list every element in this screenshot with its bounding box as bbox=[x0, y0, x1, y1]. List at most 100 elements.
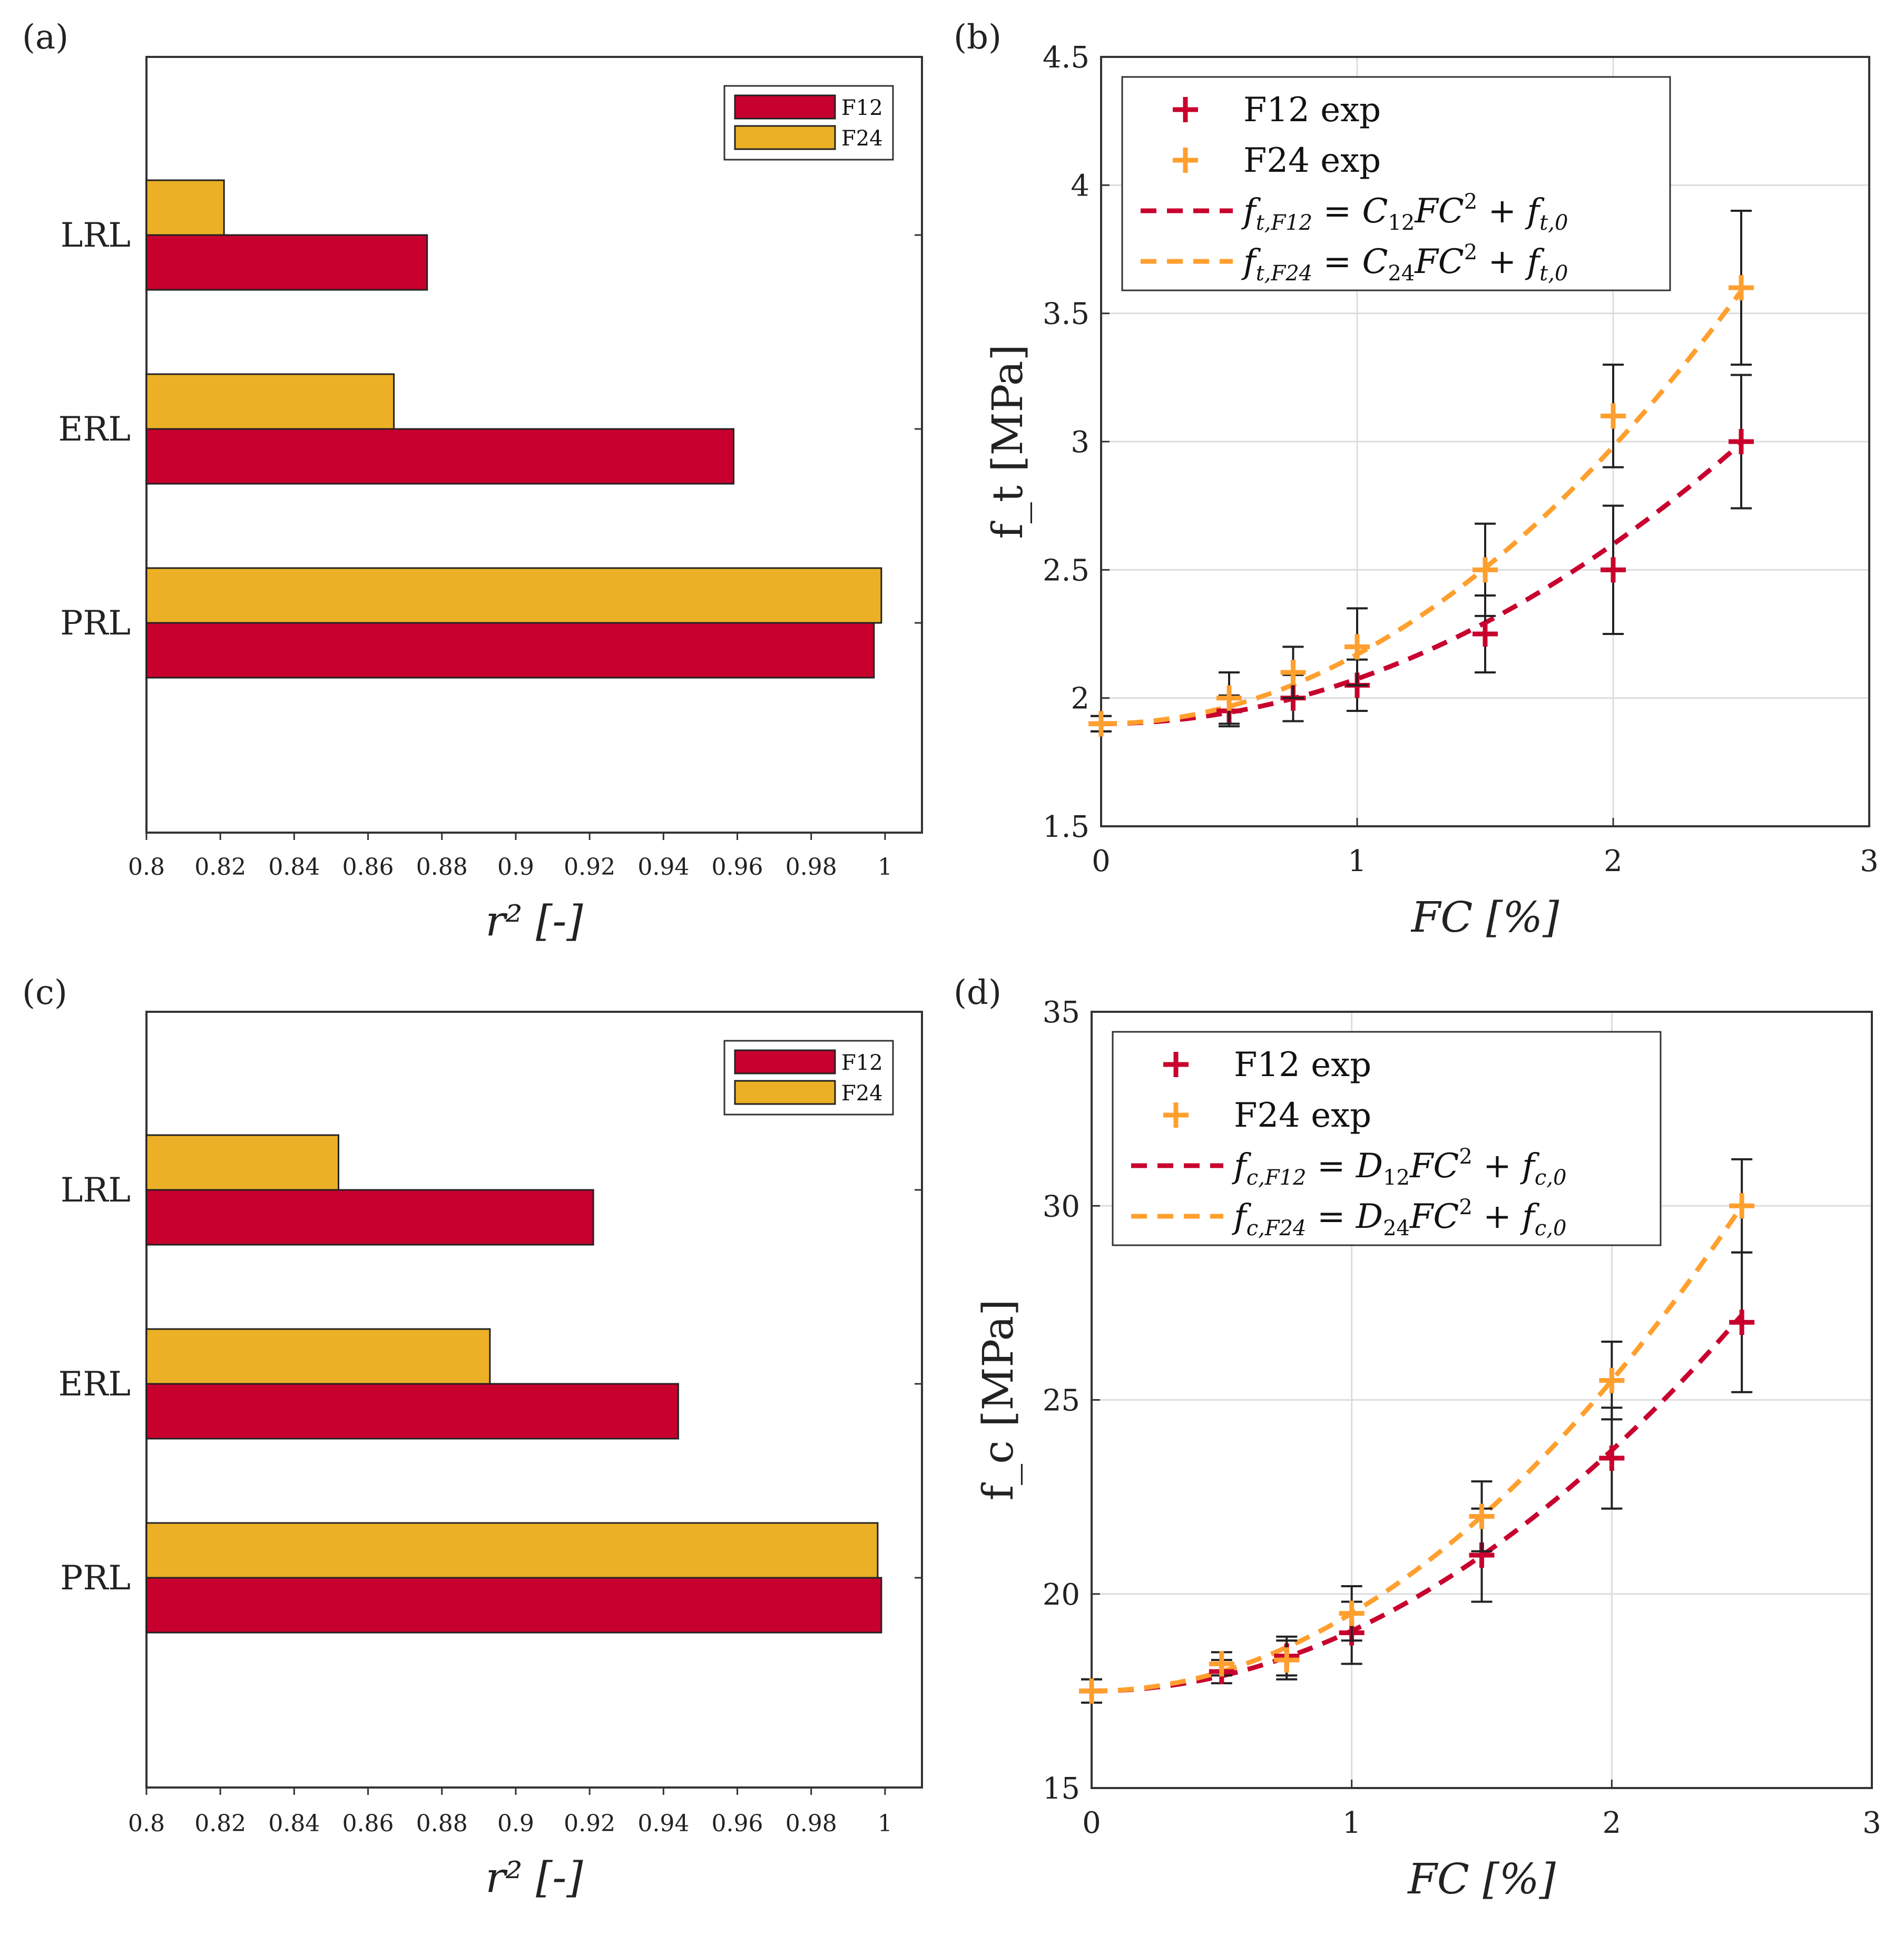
x-tick-label: 0.8 bbox=[128, 854, 165, 881]
legend-label: F24 exp bbox=[1234, 1096, 1371, 1135]
legend-box bbox=[1121, 76, 1671, 291]
formula-part: + f bbox=[1477, 242, 1545, 281]
category-label: LRL bbox=[61, 1171, 131, 1210]
y-tick-label: 3.5 bbox=[1043, 297, 1090, 331]
x-tick-label: 3 bbox=[1860, 844, 1879, 878]
x-tick-label: 0 bbox=[1092, 844, 1111, 878]
category-label: ERL bbox=[58, 1365, 131, 1404]
data-point-f24 bbox=[1469, 1503, 1495, 1529]
formula-part: + f bbox=[1473, 1147, 1540, 1186]
bar-f12-lrl bbox=[145, 234, 428, 291]
data-point-f24 bbox=[1079, 1678, 1104, 1704]
bar-f12-erl bbox=[145, 1383, 679, 1440]
data-point-f24 bbox=[1274, 1647, 1300, 1673]
x-tick-label: 0.88 bbox=[416, 1810, 468, 1837]
x-tick-label: 2 bbox=[1604, 844, 1623, 878]
y-tick-label: 2 bbox=[1071, 682, 1090, 716]
x-axis-title: r² [-] bbox=[485, 896, 583, 945]
bar-f12-prl bbox=[145, 1577, 882, 1634]
category-label: PRL bbox=[60, 604, 131, 643]
data-point-f12 bbox=[1729, 429, 1754, 454]
data-point-f24 bbox=[1344, 634, 1370, 660]
y-tick-label: 20 bbox=[1043, 1578, 1080, 1612]
y-tick-label: 1.5 bbox=[1043, 810, 1090, 844]
data-point-f24 bbox=[1601, 403, 1626, 429]
formula-sub: 24 bbox=[1388, 261, 1415, 286]
x-tick-label: 0.86 bbox=[342, 1810, 394, 1837]
x-tick-label: 2 bbox=[1603, 1806, 1622, 1840]
x-tick-label: 0.84 bbox=[268, 1810, 320, 1837]
category-label: ERL bbox=[58, 410, 131, 449]
y-tick-label: 15 bbox=[1043, 1772, 1080, 1806]
legend-swatch-f12 bbox=[734, 1049, 836, 1075]
fit-curve-f12 bbox=[1101, 441, 1743, 726]
data-point-f12 bbox=[1473, 621, 1498, 647]
x-tick-label: 0.8 bbox=[128, 1810, 165, 1837]
panel-b: (b)0 1 2 31.522.533.544.5FC [%]f_t [MPa]F12… bbox=[954, 18, 1879, 942]
data-point-f24 bbox=[1729, 275, 1754, 300]
bar-f12-lrl bbox=[145, 1189, 594, 1246]
x-tick-label: 0.84 bbox=[268, 854, 320, 881]
x-tick-label: 0.82 bbox=[194, 1810, 246, 1837]
legend-formula: ft,F12 = C12FC2 + ft,0 bbox=[1241, 190, 1568, 235]
data-point-f12 bbox=[1729, 1310, 1755, 1335]
data-point-f24 bbox=[1339, 1600, 1365, 1626]
x-tick-label: 0.9 bbox=[497, 1810, 534, 1837]
category-label: PRL bbox=[60, 1559, 131, 1598]
formula-sub: t,F12 bbox=[1256, 211, 1312, 235]
data-point-f24 bbox=[1280, 660, 1306, 685]
legend-label: F12 exp bbox=[1234, 1046, 1371, 1085]
x-tick-label: 0.96 bbox=[712, 1810, 763, 1837]
x-tick-label: 0 bbox=[1082, 1806, 1101, 1840]
x-tick-label: 0.86 bbox=[342, 854, 394, 881]
formula-part: + f bbox=[1473, 1197, 1540, 1236]
bar-f24-erl bbox=[145, 373, 395, 430]
formula-part: FC bbox=[1409, 1197, 1459, 1236]
legend-label: F24 bbox=[841, 126, 883, 151]
x-tick-label: 3 bbox=[1862, 1806, 1881, 1840]
formula-sub: 12 bbox=[1383, 1166, 1410, 1190]
y-tick-label: 30 bbox=[1043, 1189, 1080, 1224]
bar-f24-prl bbox=[145, 1522, 879, 1579]
formula-sub: t,0 bbox=[1539, 261, 1568, 286]
legend-swatch-f12 bbox=[734, 94, 836, 120]
legend-formula: fc,F12 = D12FC2 + fc,0 bbox=[1232, 1145, 1566, 1190]
data-point-f24 bbox=[1088, 711, 1114, 737]
legend-label: F12 bbox=[841, 96, 883, 120]
bar-f24-erl bbox=[145, 1328, 491, 1385]
legend-swatch-f24 bbox=[734, 125, 836, 150]
x-tick-label: 1 bbox=[1342, 1806, 1361, 1840]
formula-sub: 24 bbox=[1383, 1216, 1410, 1241]
x-axis-title: FC [%] bbox=[1407, 1854, 1556, 1903]
legend-marker bbox=[1163, 1052, 1189, 1077]
y-tick-label: 4 bbox=[1071, 169, 1090, 203]
bar-f24-prl bbox=[145, 567, 882, 624]
formula-part: FC bbox=[1414, 242, 1464, 281]
data-point-f24 bbox=[1473, 557, 1498, 583]
x-tick-label: 0.9 bbox=[497, 854, 534, 881]
legend-box bbox=[1112, 1031, 1662, 1246]
y-tick-label: 4.5 bbox=[1043, 41, 1090, 75]
panel-c: (c) LRL ERL PRL 0.8 0.82 0.84 0.86 0.88 0.9 0.92 0.… bbox=[22, 973, 923, 1902]
legend-formula: fc,F24 = D24FC2 + fc,0 bbox=[1232, 1195, 1566, 1241]
formula-sub: c,0 bbox=[1535, 1216, 1567, 1241]
legend-swatch-f24 bbox=[734, 1080, 836, 1105]
x-tick-label: 0.92 bbox=[564, 854, 615, 881]
formula-part: = C bbox=[1312, 242, 1388, 281]
y-tick-label: 2.5 bbox=[1043, 553, 1090, 588]
formula-sup: 2 bbox=[1459, 1145, 1472, 1169]
legend-label: F24 bbox=[841, 1081, 883, 1106]
panel-a: (a) LRL ERL PRL 0.8 0.82 0.84 0.86 0.88 0.9 0.92 0.… bbox=[22, 18, 923, 945]
data-point-f12 bbox=[1601, 557, 1626, 583]
x-tick-label: 0.94 bbox=[637, 854, 689, 881]
legend-marker bbox=[1173, 97, 1198, 122]
formula-sub: 12 bbox=[1388, 211, 1415, 235]
formula-sup: 2 bbox=[1459, 1195, 1472, 1219]
bar-f12-erl bbox=[145, 428, 735, 485]
x-tick-label: 0.88 bbox=[416, 854, 468, 881]
y-tick-label: 35 bbox=[1043, 995, 1080, 1030]
